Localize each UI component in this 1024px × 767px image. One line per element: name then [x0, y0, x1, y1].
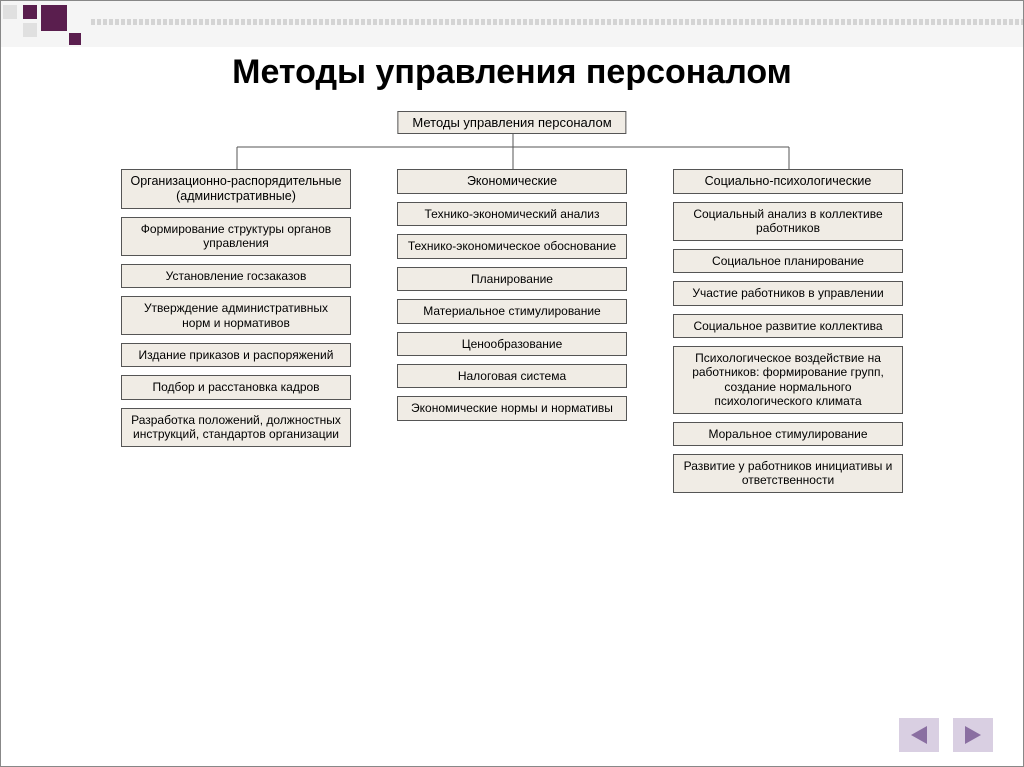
diagram-container: Методы управления персоналом Организацио… — [61, 111, 963, 742]
chevron-right-icon — [963, 726, 983, 744]
tree-node: Социальный анализ в коллективе работнико… — [673, 202, 903, 241]
tree-node: Экономические нормы и нормативы — [397, 396, 627, 420]
tree-node: Технико-экономический анализ — [397, 202, 627, 226]
tree-node: Развитие у работников инициативы и ответ… — [673, 454, 903, 493]
column-economic: Экономические Технико-экономический анал… — [397, 169, 627, 421]
tree-node: Подбор и расстановка кадров — [121, 375, 351, 399]
column-header: Экономические — [397, 169, 627, 194]
page-title: Методы управления персоналом — [1, 53, 1023, 92]
columns: Организационно-распорядительные (админис… — [61, 169, 963, 493]
tree-node: Налоговая система — [397, 364, 627, 388]
decor-square — [23, 5, 37, 19]
decor-square — [41, 5, 67, 31]
tree-node: Установление госзаказов — [121, 264, 351, 288]
tree-node: Моральное стимулирование — [673, 422, 903, 446]
column-header: Организационно-распорядительные (админис… — [121, 169, 351, 209]
tree-node: Утверждение административных норм и норм… — [121, 296, 351, 335]
column-header: Социально-психологические — [673, 169, 903, 194]
column-admin: Организационно-распорядительные (админис… — [121, 169, 351, 447]
tree-node: Социальное планирование — [673, 249, 903, 273]
tree-node: Психологическое воздействие на работнико… — [673, 346, 903, 414]
decor-strip — [1, 1, 1023, 47]
tree-node: Планирование — [397, 267, 627, 291]
prev-button[interactable] — [899, 718, 939, 752]
decor-square — [3, 5, 17, 19]
tree-node: Разработка положений, должностных инстру… — [121, 408, 351, 447]
decor-square — [23, 23, 37, 37]
tree-node: Технико-экономическое обоснование — [397, 234, 627, 258]
decor-square — [69, 33, 81, 45]
chevron-left-icon — [909, 726, 929, 744]
tree-node: Социальное развитие коллектива — [673, 314, 903, 338]
next-button[interactable] — [953, 718, 993, 752]
tree-node: Ценообразование — [397, 332, 627, 356]
tree-node: Материальное стимулирование — [397, 299, 627, 323]
tree-node: Участие работников в управлении — [673, 281, 903, 305]
column-social: Социально-психологические Социальный ана… — [673, 169, 903, 493]
nav-arrows — [899, 718, 993, 752]
root-node: Методы управления персоналом — [397, 111, 626, 134]
tree-node: Формирование структуры органов управлени… — [121, 217, 351, 256]
tree-node: Издание приказов и распоряжений — [121, 343, 351, 367]
